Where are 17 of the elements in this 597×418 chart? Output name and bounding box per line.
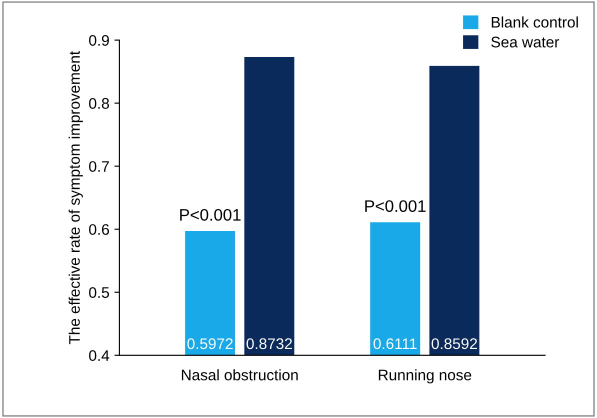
data-label: 0.8592: [432, 338, 477, 350]
x-tick-label: Running nose: [378, 369, 472, 384]
y-tick-label: 0.8: [89, 98, 110, 109]
legend-label: Sea water: [491, 36, 560, 48]
data-label: 0.6111: [374, 338, 417, 350]
data-label: 0.5972: [187, 338, 233, 350]
y-tick-label: 0.4: [89, 350, 110, 361]
y-tick-label: 0.6: [89, 224, 110, 235]
annotation: P<0.001: [180, 208, 241, 221]
legend-label: Blank control: [492, 16, 578, 28]
y-tick-label: 0.9: [89, 34, 109, 46]
data-label: 0.8732: [246, 338, 292, 350]
y-axis-title: The effective rate of symptom improvement: [68, 51, 83, 344]
annotation: P<0.001: [365, 200, 426, 212]
y-tick-label: 0.7: [89, 161, 109, 172]
y-tick-label: 0.5: [89, 287, 110, 298]
x-tick-label: Nasal obstruction: [182, 369, 298, 380]
